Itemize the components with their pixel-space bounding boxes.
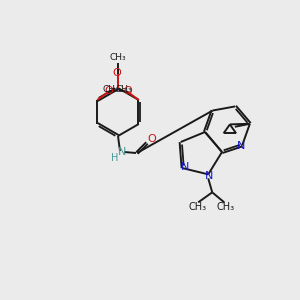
Text: O: O <box>104 86 113 96</box>
Text: CH₃: CH₃ <box>188 202 206 212</box>
Text: CH₃: CH₃ <box>116 85 133 94</box>
Text: N: N <box>118 147 126 157</box>
Text: N: N <box>237 141 245 151</box>
Text: CH₃: CH₃ <box>110 53 126 62</box>
Text: N: N <box>205 171 213 181</box>
Text: O: O <box>123 86 132 96</box>
Text: CH₃: CH₃ <box>216 202 234 212</box>
Text: H: H <box>111 153 119 163</box>
Text: O: O <box>148 134 156 144</box>
Text: N: N <box>181 162 189 172</box>
Text: O: O <box>112 68 122 79</box>
Text: CH₃: CH₃ <box>103 85 119 94</box>
